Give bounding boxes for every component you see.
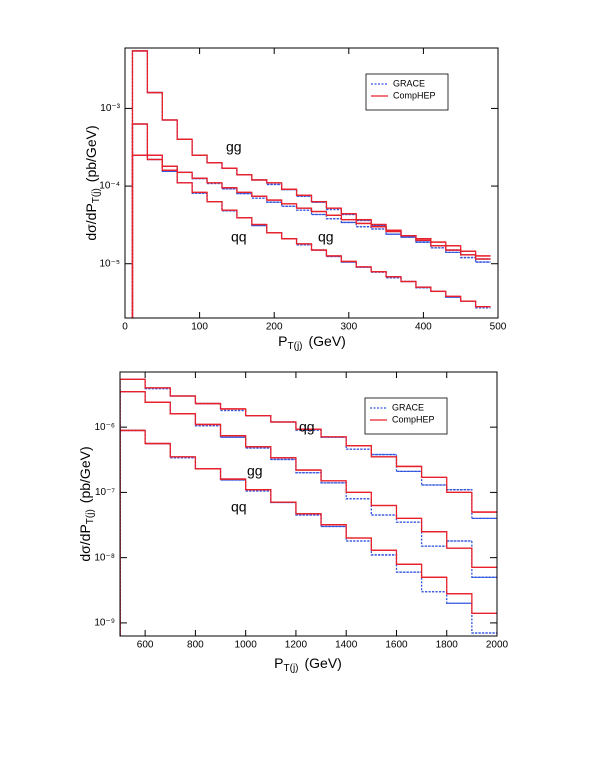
x-tick-label: 1800	[436, 640, 459, 651]
y-tick-label: 10⁻⁴	[99, 181, 120, 192]
x-tick-label: 2000	[486, 640, 509, 651]
legend-label: GRACE	[392, 402, 424, 412]
step-outline	[131, 123, 491, 318]
x-tick-label: 1600	[385, 640, 408, 651]
curve-label: qg	[318, 229, 334, 245]
legend-box	[364, 397, 448, 435]
y-tick-label: 10⁻⁷	[95, 487, 115, 498]
step-outline	[131, 154, 491, 318]
label-unit: (pb/GeV)	[77, 446, 93, 503]
curve-label: gg	[247, 463, 263, 479]
x-tick-label: 1000	[235, 640, 258, 651]
x-tick-label: 800	[187, 640, 204, 651]
x-tick-label: 0	[122, 322, 128, 333]
y-tick-label: 10⁻⁸	[94, 552, 115, 563]
x-tick-label: 300	[340, 322, 357, 333]
x-tick-label: 100	[191, 322, 208, 333]
x-tick-label: 400	[415, 322, 432, 333]
plot-frame	[119, 371, 498, 637]
label-sub: T(j)	[284, 663, 299, 674]
label-sub: T(j)	[85, 509, 96, 524]
y-tick-label: 10⁻⁹	[94, 618, 115, 629]
label-main: P	[278, 333, 287, 349]
y-axis-label: dσ/dPT(j) (pb/GeV)	[77, 446, 96, 561]
chart: 600 800 1000 1200 1400 1600 1800 2000 10⁻⁹ 10⁻⁸ 10…	[77, 371, 509, 674]
legend-box	[365, 73, 449, 111]
y-tick-label: 10⁻³	[100, 103, 120, 114]
curves	[131, 50, 491, 318]
step-outline	[120, 429, 497, 636]
plot-frame	[124, 47, 499, 319]
x-axis-label: PT(j) (GeV)	[278, 333, 346, 352]
x-tick-label: 1400	[335, 640, 358, 651]
curve-label: qg	[299, 419, 315, 435]
legend-label: GRACE	[393, 78, 425, 88]
label-main: dσ/dP	[77, 524, 93, 561]
y-axis-label: dσ/dPT(j) (pb/GeV)	[83, 125, 102, 240]
chart: 0 100 200 300 400 500 10⁻⁵ 10⁻⁴ 10⁻³ gg qg qq GRACE C…	[83, 47, 507, 352]
x-tick-label: 1200	[285, 640, 308, 651]
curve-label: qq	[231, 229, 247, 245]
label-main: P	[274, 655, 283, 671]
step-outline	[131, 154, 491, 318]
label-unit: (GeV)	[305, 655, 342, 671]
x-axis-label: PT(j) (GeV)	[274, 655, 342, 674]
x-tick-label: 500	[490, 322, 507, 333]
curve-label: qq	[231, 499, 247, 515]
label-unit: (pb/GeV)	[83, 125, 99, 182]
label-sub: T(j)	[288, 341, 303, 352]
step-outline	[131, 123, 491, 318]
y-tick-label: 10⁻⁵	[99, 258, 120, 269]
curve-label: gg	[226, 139, 242, 155]
step-outline	[120, 429, 497, 636]
x-tick-label: 200	[266, 322, 283, 333]
x-tick-label: 600	[137, 640, 154, 651]
legend-label: CompHEP	[393, 90, 436, 100]
curves	[120, 378, 497, 636]
legend-label: CompHEP	[392, 414, 435, 424]
label-unit: (GeV)	[309, 333, 346, 349]
y-tick-label: 10⁻⁶	[94, 422, 115, 433]
label-sub: T(j)	[91, 188, 102, 203]
label-main: dσ/dP	[83, 203, 99, 240]
